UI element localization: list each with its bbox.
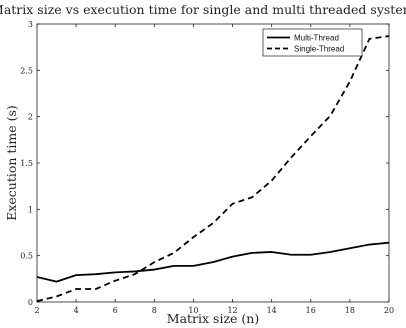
- series-line-multi-thread: [36, 241, 390, 283]
- y-axis-label: Execution time (s): [4, 105, 19, 221]
- x-tick-label: 2: [34, 306, 39, 315]
- x-axis: 2 4 6 8 10 12 14 16 18 20: [34, 24, 394, 315]
- series-line-single-thread: [36, 35, 390, 302]
- y-tick-label: 2.5: [20, 66, 33, 75]
- x-axis-label: Matrix size (n): [167, 311, 259, 326]
- x-tick-label: 20: [384, 306, 394, 315]
- x-tick-label: 4: [74, 306, 79, 315]
- legend-box: [262, 28, 363, 57]
- chart-title: Matrix size vs execution time for single…: [0, 2, 406, 17]
- x-tick-label: 10: [188, 306, 198, 315]
- series-lines: [36, 35, 390, 302]
- y-tick-label: 1: [28, 205, 33, 214]
- plot-area: [36, 23, 390, 303]
- x-tick-label: 8: [152, 306, 157, 315]
- legend-label-multi-thread: Multi-Thread: [294, 34, 339, 43]
- x-tick-label: 16: [306, 306, 316, 315]
- y-tick-label: 1.5: [20, 159, 33, 168]
- legend-label-single-thread: Single-Thread: [294, 45, 344, 54]
- y-tick-label: 0: [28, 298, 33, 307]
- x-tick-label: 6: [113, 306, 118, 315]
- x-tick-label: 12: [227, 306, 237, 315]
- x-tick-label: 14: [267, 306, 277, 315]
- y-tick-label: 3: [28, 20, 33, 29]
- y-axis: 0 0.5 1 1.5 2 2.5 3: [20, 20, 389, 307]
- legend: Multi-Thread Single-Thread: [262, 28, 363, 57]
- y-tick-label: 2: [28, 113, 33, 122]
- y-tick-label: 0.5: [20, 252, 33, 261]
- x-tick-label: 18: [345, 306, 355, 315]
